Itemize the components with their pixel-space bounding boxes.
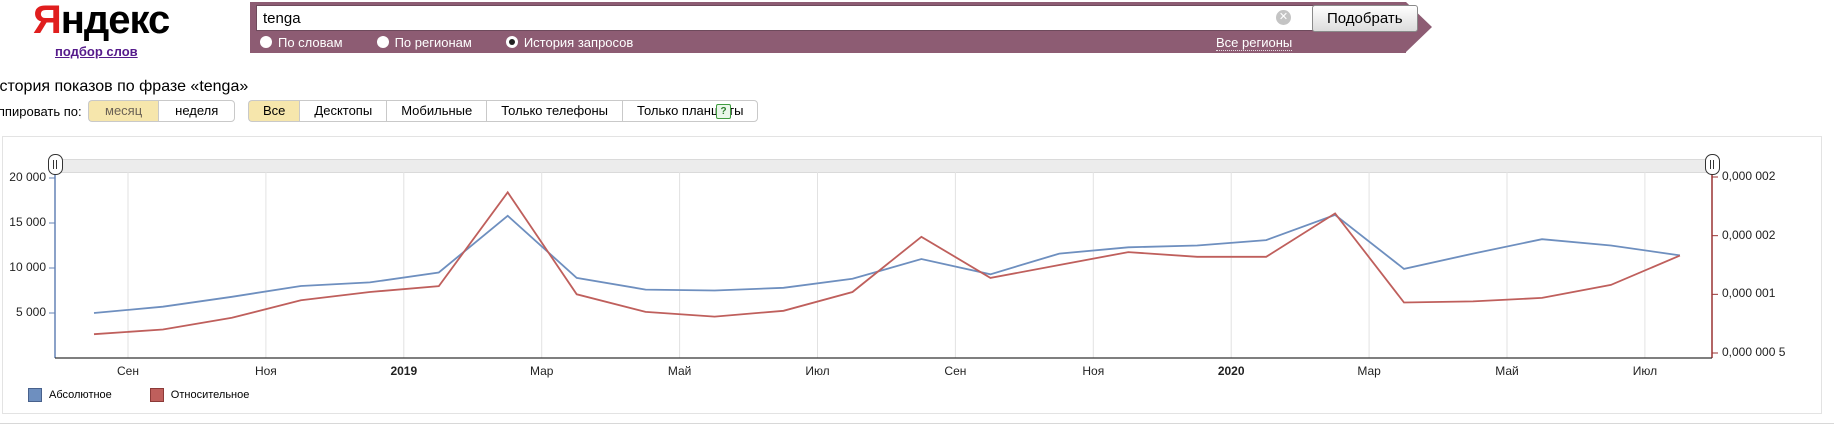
x-axis-tick-label: Ноя	[1082, 364, 1105, 378]
radio-by-regions[interactable]: По регионам	[376, 33, 472, 51]
help-icon[interactable]: ?	[716, 104, 731, 119]
x-axis-tick-label: 2020	[1217, 364, 1245, 378]
search-input[interactable]	[256, 5, 1322, 31]
group-by-segment: месяц неделя	[88, 100, 236, 122]
left-axis-tick-label: 5 000	[15, 305, 46, 319]
submit-button[interactable]: Подобрать	[1312, 5, 1418, 32]
chart-legend: Абсолютное Относительное	[28, 388, 249, 402]
yandex-logo-letter: Я	[33, 0, 62, 42]
yandex-logo[interactable]: Яндекс	[33, 0, 171, 43]
all-regions-link[interactable]: Все регионы	[1216, 35, 1293, 51]
left-axis-tick-label: 10 000	[9, 260, 46, 274]
range-slider-handle-left[interactable]	[48, 154, 63, 175]
x-axis-tick-label: Ноя	[254, 364, 277, 378]
x-axis-tick-label: Сен	[944, 364, 967, 378]
left-axis-tick-label: 15 000	[9, 215, 46, 229]
x-axis-tick-label: Май	[667, 364, 692, 378]
radio-by-words-label: По словам	[278, 34, 343, 50]
radio-by-regions-label: По регионам	[394, 34, 472, 50]
group-week-button[interactable]: неделя	[158, 100, 236, 122]
relative-series-swatch-icon	[149, 388, 164, 402]
yandex-logo-rest: ндекс	[60, 0, 171, 42]
tab-tablets-only[interactable]: Только планшеты	[622, 100, 759, 122]
radio-query-history-label: История запросов	[523, 34, 634, 50]
x-axis-tick-label: Сен	[117, 364, 139, 378]
x-axis-tick-label: Май	[1495, 364, 1519, 378]
absolute-series-swatch-icon	[28, 388, 42, 402]
wordstat-home-link[interactable]: подбор слов	[55, 44, 138, 59]
bottom-separator	[0, 423, 1834, 424]
left-axis-tick-label: 20 000	[9, 170, 46, 184]
tab-all[interactable]: Все	[248, 100, 300, 122]
legend-item-relative: Относительное	[149, 388, 250, 402]
group-by-label: Группировать по:	[0, 104, 82, 119]
radio-by-words[interactable]: По словам	[260, 33, 343, 51]
x-axis-tick-label: Мар	[1357, 364, 1381, 378]
right-axis-tick-label: 0,000 001	[1722, 286, 1776, 301]
radio-selected-icon[interactable]	[505, 36, 518, 48]
legend-absolute-label: Абсолютное	[49, 389, 112, 401]
radio-query-history[interactable]: История запросов	[505, 33, 634, 51]
x-axis-tick-label: 2019	[390, 364, 418, 378]
tab-phones-only[interactable]: Только телефоны	[486, 100, 623, 122]
device-tabs: Все Десктопы Мобильные Только телефоны Т…	[248, 100, 759, 122]
clear-input-icon[interactable]: ✕	[1276, 10, 1291, 25]
x-axis-tick-label: Июл	[805, 364, 830, 378]
legend-item-absolute: Абсолютное	[28, 388, 112, 402]
page-title: История показов по фразе «tenga»	[0, 78, 249, 95]
range-slider-handle-right[interactable]	[1705, 154, 1720, 175]
tab-mobile[interactable]: Мобильные	[386, 100, 487, 122]
right-axis-tick-label: 0,000 000 5	[1722, 345, 1786, 359]
radio-circle-icon[interactable]	[376, 36, 389, 48]
group-month-button[interactable]: месяц	[88, 100, 159, 122]
x-axis-tick-label: Июл	[1632, 364, 1658, 378]
legend-relative-label: Относительное	[170, 389, 250, 401]
search-mode-radios: По словам По регионам История запросов	[260, 33, 633, 51]
right-axis-tick-label: 0,000 002	[1722, 227, 1776, 242]
range-slider-track[interactable]	[55, 159, 1714, 173]
right-axis-tick-label: 0,000 002	[1722, 169, 1776, 183]
tab-desktops[interactable]: Десктопы	[299, 100, 387, 122]
x-axis-tick-label: Мар	[529, 364, 554, 378]
radio-circle-icon[interactable]	[260, 36, 272, 48]
